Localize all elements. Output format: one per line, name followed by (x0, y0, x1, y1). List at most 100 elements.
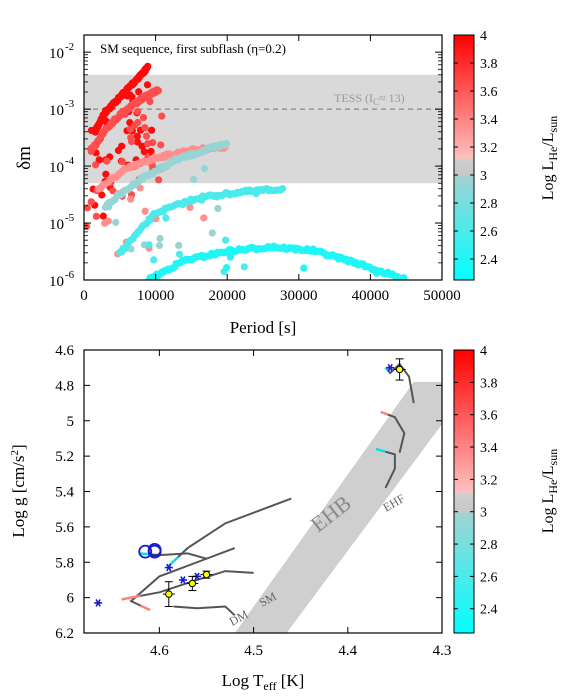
data-point (104, 217, 112, 225)
colorbar-tick-label: 2.6 (480, 225, 498, 240)
data-point (91, 161, 100, 169)
data-point (158, 112, 166, 120)
data-point (186, 203, 194, 211)
data-point (133, 138, 142, 146)
data-point (112, 218, 120, 226)
colorbar-tick-label: 3.4 (480, 441, 498, 456)
data-point (87, 126, 96, 135)
asterisk-stroke (180, 576, 186, 584)
colorbar-tick-label: 3.2 (480, 473, 498, 488)
data-point (127, 134, 135, 142)
data-point (126, 125, 134, 133)
evolution-track (168, 497, 292, 567)
observed-star-asterisk (164, 563, 173, 572)
y-tick-label: 6.2 (55, 626, 74, 642)
data-point (373, 269, 381, 277)
colorbar (453, 34, 475, 281)
data-point (144, 62, 152, 70)
track-colored-segment (121, 594, 141, 601)
pulsation-points (84, 62, 408, 280)
evolution-track (173, 605, 236, 617)
data-point (135, 88, 143, 96)
data-point (156, 234, 164, 243)
data-point (150, 256, 158, 264)
data-point (121, 110, 129, 118)
data-point (223, 263, 231, 272)
data-point (146, 98, 154, 106)
y-axis-label: Log g [cm/s2] (9, 444, 28, 537)
y-axis-label: δm (14, 146, 35, 170)
y-tick-label: 10 (49, 217, 64, 233)
track-colored-segment (384, 366, 389, 372)
data-point (92, 212, 100, 220)
colorbar-ticks: 2.4 2.6 2.8 3 3.2 3.4 3.6 3.8 4 (454, 344, 498, 618)
data-point (98, 191, 106, 199)
tess-label: TESS (IC≈ 13) (334, 91, 405, 107)
data-point (147, 170, 155, 178)
colorbar-tick-label: 3 (480, 169, 487, 184)
colorbar-tick-label: 2.4 (480, 603, 498, 618)
colorbar-tick-label: 3.4 (480, 113, 498, 128)
data-point (148, 126, 156, 134)
asterisk-stroke (194, 572, 200, 581)
colorbar-tick-label: 3.6 (480, 85, 498, 100)
y-tick-label: 6 (67, 591, 75, 607)
data-point (175, 241, 183, 250)
measured-star-point (395, 365, 404, 374)
y-tick-exponent: -4 (65, 155, 75, 167)
data-point (300, 264, 308, 272)
data-point (118, 157, 126, 166)
observed-star-asterisk (178, 576, 187, 584)
period-amplitude-panel: 0 10000 20000 30000 40000 5000010-610-510-410… (14, 29, 560, 337)
colorbar-tick-label: 3.8 (480, 57, 498, 72)
y-tick-exponent: -6 (65, 269, 75, 281)
axis-ticks: 4.6 4.5 4.4 4.3 4.6 4.8 5 5.2 5.4 5.6 5.8 6 6.2 (55, 343, 451, 659)
x-tick-label: 30000 (280, 288, 318, 304)
colorbar-tick-label: 3 (480, 506, 487, 521)
x-tick-label: 4.3 (433, 643, 452, 659)
x-tick-label: 20000 (208, 288, 246, 304)
measured-star-point (202, 570, 211, 579)
plot-frame (83, 34, 443, 281)
data-point (99, 130, 107, 138)
y-tick-label: 4.8 (55, 378, 74, 394)
annotation: SM sequence, first subflash (η=0.2) (100, 41, 286, 56)
data-point (252, 189, 260, 198)
x-tick-label: 50000 (423, 288, 461, 304)
colorbar-tick-label: 2.6 (480, 570, 498, 585)
x-tick-label: 4.4 (338, 643, 357, 659)
data-point (141, 124, 149, 132)
colorbar-tick-label: 2.8 (480, 197, 498, 212)
ehb-band (234, 381, 442, 633)
data-point (198, 196, 206, 204)
colorbar-tick-label: 2.4 (480, 253, 498, 268)
data-point (278, 184, 287, 193)
y-tick-exponent: -3 (65, 98, 75, 110)
data-point (109, 187, 117, 195)
data-point (138, 142, 146, 150)
track-colored-segment (380, 410, 389, 416)
y-tick-label: 5.8 (55, 555, 74, 571)
data-point (200, 214, 208, 222)
data-point (145, 241, 153, 249)
y-tick-label: 5.4 (55, 485, 74, 501)
data-point (133, 107, 142, 116)
observed-star-circle (147, 542, 162, 557)
measured-star-point (188, 579, 197, 588)
colorbar-label: Log LHe/Lsun (540, 449, 560, 533)
data-point (131, 121, 139, 129)
data-point (133, 132, 141, 140)
colorbar-ticks: 2.4 2.6 2.8 3 3.2 3.4 3.6 3.8 4 (454, 29, 498, 268)
x-tick-label: 10000 (137, 288, 175, 304)
data-point (143, 81, 152, 89)
data-point (208, 229, 216, 237)
asterisk-stroke (95, 599, 101, 607)
data-point (139, 113, 148, 122)
evolution-track (129, 547, 236, 611)
data-point (99, 212, 107, 220)
observed-star-asterisk (94, 599, 103, 607)
data-point (221, 236, 230, 244)
data-point (214, 204, 222, 213)
y-tick-label: 10 (49, 46, 64, 62)
